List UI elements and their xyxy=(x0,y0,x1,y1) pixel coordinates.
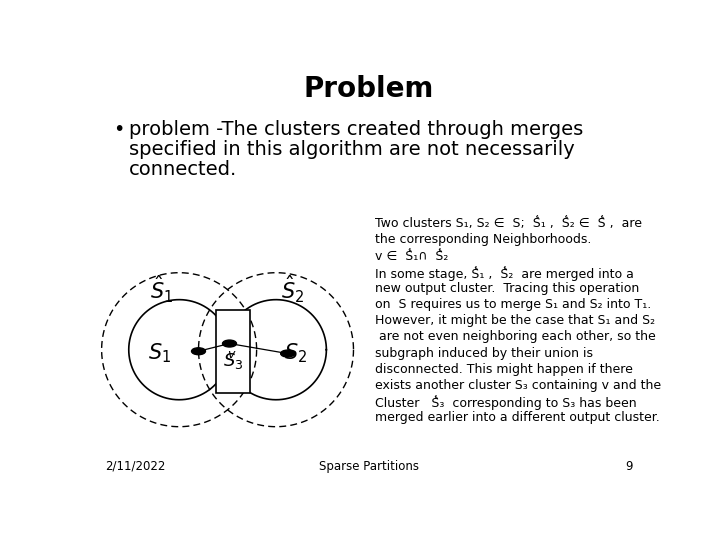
Text: specified in this algorithm are not necessarily: specified in this algorithm are not nece… xyxy=(129,140,575,159)
Text: are not even neighboring each other, so the: are not even neighboring each other, so … xyxy=(375,330,656,343)
Text: Sparse Partitions: Sparse Partitions xyxy=(319,460,419,473)
Text: •: • xyxy=(113,120,125,139)
Text: problem -The clusters created through merges: problem -The clusters created through me… xyxy=(129,120,583,139)
Text: v ∈  Ś̂₁∩  Ś̂₂: v ∈ Ś̂₁∩ Ś̂₂ xyxy=(375,249,449,262)
Text: $S_1$: $S_1$ xyxy=(148,342,171,366)
Text: merged earlier into a different output cluster.: merged earlier into a different output c… xyxy=(375,411,660,424)
Text: 9: 9 xyxy=(625,460,632,473)
Ellipse shape xyxy=(222,340,236,347)
Text: new output cluster.  Tracing this operation: new output cluster. Tracing this operati… xyxy=(375,282,639,295)
Text: In some stage, Ś̂₁ ,  Ś̂₂  are merged into a: In some stage, Ś̂₁ , Ś̂₂ are merged into… xyxy=(375,266,634,281)
Text: subgraph induced by their union is: subgraph induced by their union is xyxy=(375,347,593,360)
Text: $S_3$: $S_3$ xyxy=(223,351,243,371)
Ellipse shape xyxy=(281,350,294,357)
Text: Two clusters S₁, S₂ ∈  S;  Ś̂₁ ,  Ś̂₂ ∈  Ś̂ ,  are: Two clusters S₁, S₂ ∈ S; Ś̂₁ , Ś̂₂ ∈ Ś̂ … xyxy=(375,217,642,230)
Text: 2/11/2022: 2/11/2022 xyxy=(106,460,166,473)
Text: $S_2$: $S_2$ xyxy=(284,342,307,366)
Text: exists another cluster S₃ containing v and the: exists another cluster S₃ containing v a… xyxy=(375,379,662,392)
Bar xyxy=(216,309,251,393)
Text: the corresponding Neighborhoods.: the corresponding Neighborhoods. xyxy=(375,233,592,246)
Ellipse shape xyxy=(192,348,205,355)
Text: connected.: connected. xyxy=(129,160,237,179)
Text: disconnected. This might happen if there: disconnected. This might happen if there xyxy=(375,363,633,376)
Text: Problem: Problem xyxy=(304,76,434,104)
Text: However, it might be the case that S₁ and S₂: However, it might be the case that S₁ an… xyxy=(375,314,655,327)
Text: Cluster   Ś̂₃  corresponding to S₃ has been: Cluster Ś̂₃ corresponding to S₃ has been xyxy=(375,395,636,410)
Text: $\hat{S}_2$: $\hat{S}_2$ xyxy=(282,274,305,305)
Text: $\hat{S}_1$: $\hat{S}_1$ xyxy=(150,274,174,305)
Text: on  S requires us to merge S₁ and S₂ into T₁.: on S requires us to merge S₁ and S₂ into… xyxy=(375,298,652,311)
Text: v: v xyxy=(228,348,235,361)
